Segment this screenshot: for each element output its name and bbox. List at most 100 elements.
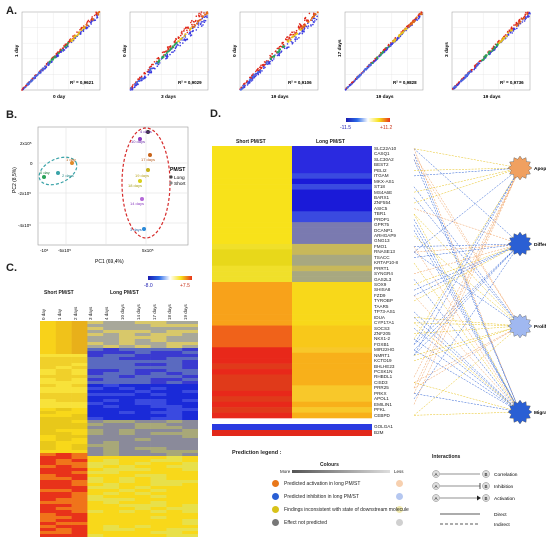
scatter-point [159,62,161,64]
scatter-point [153,61,156,63]
scatter-point [356,76,359,79]
pca-point-2days [56,171,60,175]
scatter-point [259,66,262,68]
pca-ytick-2: -2x10⁵ [18,191,31,196]
panel-d-scale-min: -11.5 [340,125,352,131]
svg-text:A: A [435,484,438,489]
scatter-point [200,25,203,27]
gene-label: PFKL [374,407,386,413]
scatter-point [197,24,200,26]
panel-d-network: Apoptosis Differentiation Proliferation Mig… [413,148,546,425]
scatter-point [298,23,301,25]
interactions-legend: A B Correlation A B Inhibition A B Activation Dir… [432,470,518,528]
scatter-point [240,88,243,91]
scatter-point [54,56,57,59]
scatter-point [371,62,374,65]
gene-label: NKX1-2 [374,336,391,342]
scatter-point [37,71,40,74]
scatter-point [307,25,310,27]
pca-plot-frame [37,126,189,246]
scatter-point [48,61,51,63]
scatter-point [312,23,314,26]
gene-label: BEST2 [374,162,389,168]
panel-d-long-label: Long PM/ST [316,139,345,145]
scatter-point [95,13,97,16]
scatter-point [196,20,199,23]
scatter-point [176,43,179,46]
gene-label: EMILIN1 [374,401,392,407]
interaction-row-inhibition: A B Inhibition [432,482,514,490]
scatter-ylabel: 3 days [444,42,450,57]
scatter-point [88,20,91,23]
interaction-row-activation: A B Activation [432,494,515,502]
scatter-r2: R² = 0,9736 [500,80,524,85]
panel-c-scale-max: +7.5 [180,283,190,289]
svg-text:Direct: Direct [494,512,507,518]
scatter-point [259,69,262,72]
scatter-point [387,46,389,49]
scatter-xlabel: 19 days [271,94,289,100]
scatter-point [267,63,269,66]
scatter-point [21,89,23,91]
scatter-point [196,22,199,25]
scatter-point [201,15,204,18]
panel-c-heatmap [40,321,198,537]
scatter-point [62,50,64,52]
heatmap-column-label: 19 days [183,304,189,320]
gene-label: PELI2 [374,167,387,173]
scatter-point [281,42,284,45]
scatter-point [175,38,178,40]
scatter-point [57,52,60,55]
scatter-ylabel: 0 day [122,44,128,57]
scatter-point [503,36,506,39]
heatmap-column-label: 3 days [88,306,94,320]
heatmap-column-label: 18 days [167,304,173,320]
scatter-point [191,23,193,26]
scatter-point [138,80,141,82]
panel-c-short-label: Short PM/ST [44,290,74,296]
scatter-point [186,29,188,32]
scatter-point [276,54,279,57]
scatter-point [200,13,202,15]
scatter-point [204,15,207,18]
scatter-point [464,76,467,79]
scatter-point [168,46,170,48]
scatter-point [385,46,388,49]
scatter-point [475,64,478,67]
scatter-point [203,12,205,14]
scatter-point [403,28,406,31]
pca-label-2days: 2 days [62,173,74,178]
pca-point-17days [148,153,152,157]
scatter-point [527,11,529,13]
scatter-point [74,37,76,39]
scatter-point [187,26,189,29]
gene-label: ZNF205 [374,330,391,336]
scatter-point [274,50,277,53]
panel-c-long-label: Long PM/ST [110,290,139,296]
gene-label: PRDP1 [374,216,390,222]
scatter-point [310,17,313,20]
scatter-point [276,47,279,50]
scatter-point [518,19,520,22]
pca-label-0day: 0 day [40,170,50,175]
panel-c-column-labels: 0 day 1 day 2 days 3 days 4 days 10 days 14 da… [40,296,198,320]
scatter-point [194,24,197,27]
scatter-plot-0: R² = 0,9621 0 day 1 day [14,10,101,100]
scatter-point [255,74,257,77]
scatter-xlabel: 0 day [53,94,66,100]
scatter-point [528,15,530,18]
scatter-point [523,20,526,22]
scatter-point [408,25,411,28]
gene-label: GNG13 [374,238,390,244]
scatter-point [260,64,262,67]
scatter-point [178,36,180,39]
gene-label: SLC22A10 [374,146,397,151]
scatter-point [282,46,285,49]
scatter-point [97,13,100,16]
scatter-point [32,76,35,79]
scatter-point [278,47,280,49]
scatter-point [140,78,143,81]
scatter-point [316,11,319,14]
scatter-point [93,19,96,22]
scatter-point [179,34,182,37]
